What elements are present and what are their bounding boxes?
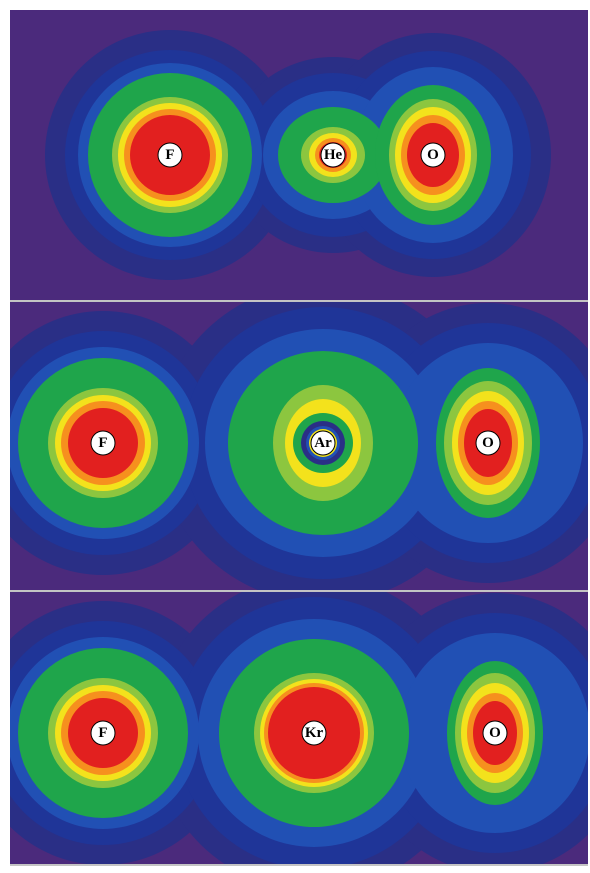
atom-label: O: [482, 435, 494, 451]
atom-marker: [420, 142, 446, 168]
contour-panel: [10, 10, 588, 300]
atom-marker: [475, 430, 501, 456]
atom-label: Kr: [305, 725, 324, 741]
atom-marker: [301, 720, 327, 746]
atom-label: O: [427, 147, 439, 163]
atom-label: He: [324, 147, 343, 163]
atom-marker: [310, 430, 336, 456]
atom-label: Ar: [314, 435, 332, 451]
atom-label: F: [165, 147, 174, 163]
atom-marker: [320, 142, 346, 168]
atom-label: O: [489, 725, 501, 741]
atom-marker: [90, 720, 116, 746]
atom-marker: [482, 720, 508, 746]
atom-label: F: [98, 435, 107, 451]
atom-marker: [157, 142, 183, 168]
atom-marker: [90, 430, 116, 456]
atom-label: F: [98, 725, 107, 741]
contour-panel: [10, 302, 588, 590]
